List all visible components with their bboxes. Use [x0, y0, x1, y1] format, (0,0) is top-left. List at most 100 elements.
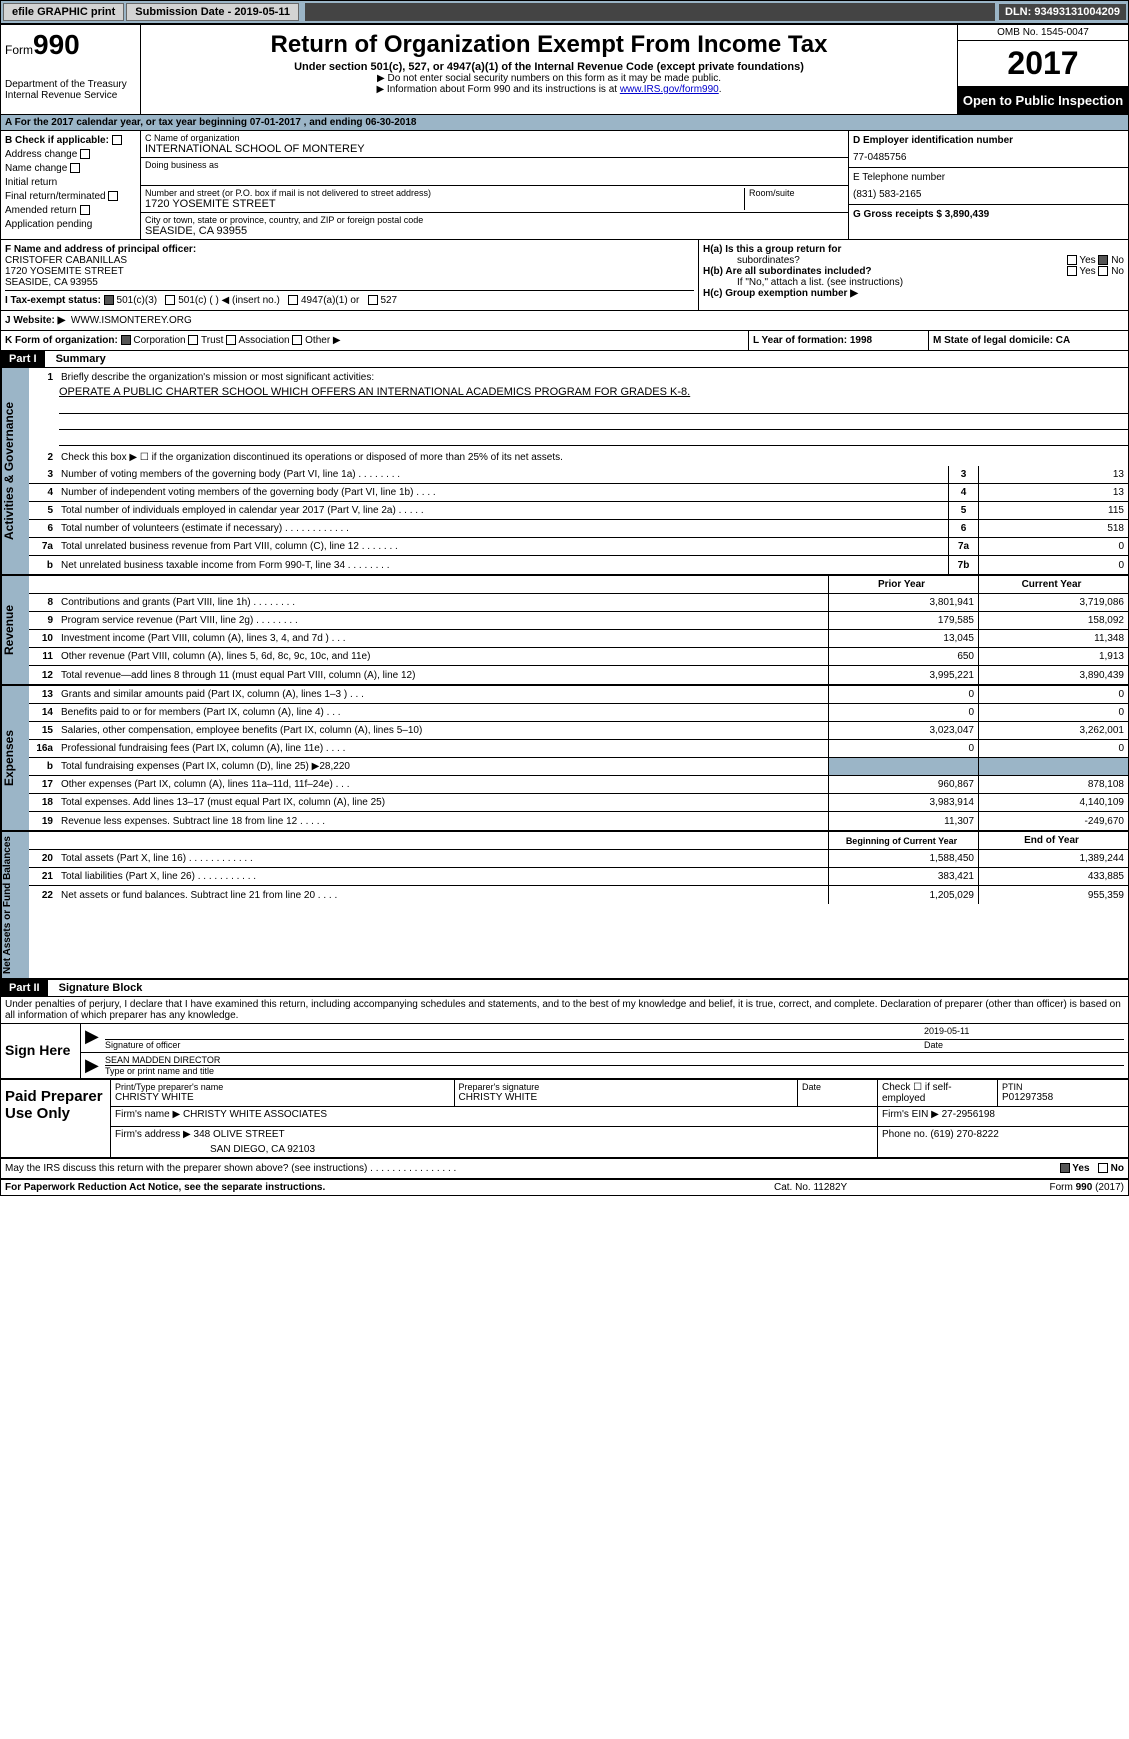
- checkbox-other[interactable]: [292, 335, 302, 345]
- summary-line: b Net unrelated business taxable income …: [29, 556, 1128, 574]
- paid-preparer-section: Paid Preparer Use Only Print/Type prepar…: [1, 1080, 1128, 1159]
- prep-sig-label: Preparer's signature: [459, 1082, 794, 1092]
- line-text: Total liabilities (Part X, line 26) . . …: [57, 869, 828, 884]
- line-ref: 6: [948, 520, 978, 537]
- line-no: 14: [29, 707, 57, 718]
- line-no: 19: [29, 816, 57, 827]
- firm-name-row: Firm's name ▶ CHRISTY WHITE ASSOCIATES F…: [111, 1107, 1128, 1127]
- summary-line: 6 Total number of volunteers (estimate i…: [29, 520, 1128, 538]
- prior-year-header: Prior Year: [828, 576, 978, 593]
- org-name-value: INTERNATIONAL SCHOOL OF MONTEREY: [145, 143, 844, 155]
- summary-line: 20 Total assets (Part X, line 16) . . . …: [29, 850, 1128, 868]
- line-text: Number of voting members of the governin…: [57, 467, 948, 482]
- section-b: B Check if applicable: Address change Na…: [1, 131, 1128, 240]
- irs-link[interactable]: www.IRS.gov/form990: [620, 84, 719, 95]
- blank: [57, 839, 828, 843]
- checkbox-no[interactable]: [1098, 266, 1108, 276]
- section-governance: Activities & Governance 1 Briefly descri…: [1, 368, 1128, 576]
- line-text: Total expenses. Add lines 13–17 (must eq…: [57, 795, 828, 810]
- line-no: 12: [29, 670, 57, 681]
- prep-name-value: CHRISTY WHITE: [115, 1092, 450, 1103]
- preparer-row-1: Print/Type preparer's name CHRISTY WHITE…: [111, 1080, 1128, 1107]
- summary-line: 4 Number of independent voting members o…: [29, 484, 1128, 502]
- note-instructions: ▶ Information about Form 990 and its ins…: [145, 84, 953, 95]
- checkbox-no[interactable]: [1098, 255, 1108, 265]
- part1-header: Part I Summary: [1, 351, 1128, 368]
- phone-box: E Telephone number (831) 583-2165: [849, 168, 1128, 205]
- col-b-checkboxes: B Check if applicable: Address change Na…: [1, 131, 141, 239]
- line-ref: 5: [948, 502, 978, 519]
- header-right: OMB No. 1545-0047 2017 Open to Public In…: [958, 25, 1128, 114]
- line-ref: 3: [948, 466, 978, 483]
- prior-year-value: 0: [828, 740, 978, 757]
- app-pending: Application pending: [5, 219, 136, 230]
- checkbox[interactable]: [70, 163, 80, 173]
- checkbox-discuss-yes[interactable]: [1060, 1163, 1070, 1173]
- checkbox[interactable]: [80, 149, 90, 159]
- phone-value: (831) 583-2165: [853, 189, 1124, 200]
- checkbox[interactable]: [80, 205, 90, 215]
- checkbox-assoc[interactable]: [226, 335, 236, 345]
- line-no: 11: [29, 651, 57, 662]
- current-year-value: 3,262,001: [978, 722, 1128, 739]
- checkbox-trust[interactable]: [188, 335, 198, 345]
- header-left: Form990 Department of the Treasury Inter…: [1, 25, 141, 114]
- governance-label: Activities & Governance: [1, 368, 29, 574]
- mission-text: OPERATE A PUBLIC CHARTER SCHOOL WHICH OF…: [29, 386, 1128, 398]
- checkbox[interactable]: [112, 135, 122, 145]
- current-year-value: 0: [978, 686, 1128, 703]
- form-label: Form: [5, 43, 33, 57]
- signature-row: ▶ Signature of officer 2019-05-11 Date: [81, 1024, 1128, 1053]
- part2-badge: Part II: [1, 980, 48, 996]
- current-year-value: 3,719,086: [978, 594, 1128, 611]
- firm-addr-cell: Firm's address ▶ 348 OLIVE STREET SAN DI…: [111, 1127, 878, 1157]
- hb-line: H(b) Are all subordinates included? Yes …: [703, 266, 1124, 277]
- line-ref: 4: [948, 484, 978, 501]
- summary-line: 12 Total revenue—add lines 8 through 11 …: [29, 666, 1128, 684]
- line-no: 18: [29, 797, 57, 808]
- paperwork-notice: For Paperwork Reduction Act Notice, see …: [5, 1182, 774, 1193]
- ein-box: D Employer identification number 77-0485…: [849, 131, 1128, 168]
- blank-line: [59, 416, 1128, 430]
- efile-button[interactable]: efile GRAPHIC print: [3, 3, 124, 21]
- checkbox-yes[interactable]: [1067, 255, 1077, 265]
- checkbox-yes[interactable]: [1067, 266, 1077, 276]
- line-text: Other expenses (Part IX, column (A), lin…: [57, 777, 828, 792]
- checkbox-discuss-no[interactable]: [1098, 1163, 1108, 1173]
- section-net-assets: Net Assets or Fund Balances Beginning of…: [1, 832, 1128, 980]
- penalty-statement: Under penalties of perjury, I declare th…: [1, 997, 1128, 1024]
- firm-phone-value: (619) 270-8222: [930, 1129, 998, 1140]
- line-text: Benefits paid to or for members (Part IX…: [57, 705, 828, 720]
- line-no: 22: [29, 890, 57, 901]
- check-applicable-label: B Check if applicable:: [5, 135, 136, 146]
- name-title-label: Type or print name and title: [105, 1066, 1124, 1076]
- ha-line: H(a) Is this a group return for: [703, 244, 1124, 255]
- phone-label: E Telephone number: [853, 172, 1124, 183]
- current-year-value: 3,890,439: [978, 666, 1128, 684]
- beg-year-header: Beginning of Current Year: [828, 832, 978, 849]
- checkbox-4947[interactable]: [288, 295, 298, 305]
- line-ref: 7a: [948, 538, 978, 555]
- section-revenue: Revenue Prior Year Current Year 8 Contri…: [1, 576, 1128, 686]
- checkbox[interactable]: [108, 191, 118, 201]
- line-no: 7a: [29, 541, 57, 552]
- street-value: 1720 YOSEMITE STREET: [145, 198, 744, 210]
- topbar-spacer: [305, 3, 995, 21]
- summary-line: 13 Grants and similar amounts paid (Part…: [29, 686, 1128, 704]
- checkbox-527[interactable]: [368, 295, 378, 305]
- line-no: 16a: [29, 743, 57, 754]
- firm-name-cell: Firm's name ▶ CHRISTY WHITE ASSOCIATES: [111, 1107, 878, 1126]
- row-f-h: F Name and address of principal officer:…: [1, 240, 1128, 311]
- officer-name-cell: SEAN MADDEN DIRECTOR Type or print name …: [105, 1055, 1124, 1076]
- submission-button[interactable]: Submission Date - 2019-05-11: [126, 3, 299, 21]
- checkbox-501c[interactable]: [165, 295, 175, 305]
- form-container: Form990 Department of the Treasury Inter…: [0, 24, 1129, 1196]
- summary-line: 18 Total expenses. Add lines 13–17 (must…: [29, 794, 1128, 812]
- header-mid: Return of Organization Exempt From Incom…: [141, 25, 958, 114]
- preparer-fields: Print/Type preparer's name CHRISTY WHITE…: [111, 1080, 1128, 1157]
- ein-value: 77-0485756: [853, 152, 1124, 163]
- checkbox-corp[interactable]: [121, 335, 131, 345]
- line-no: 3: [29, 469, 57, 480]
- form-of-org: K Form of organization: Corporation Trus…: [1, 331, 748, 350]
- checkbox-501c3[interactable]: [104, 295, 114, 305]
